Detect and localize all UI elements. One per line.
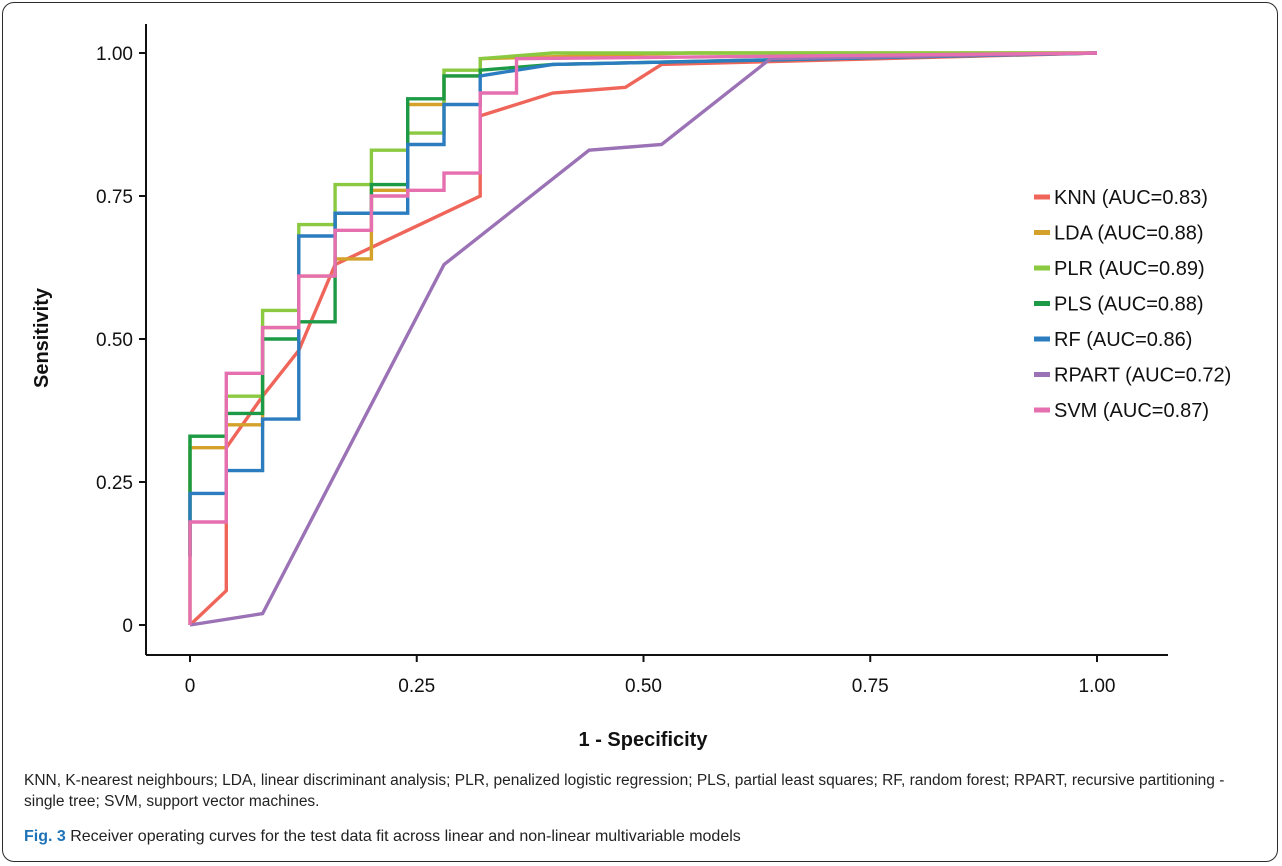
figure-label: Fig. 3 [24, 828, 66, 845]
x-tick-label: 1.00 [1079, 676, 1116, 697]
legend-label-lda: LDA (AUC=0.88) [1054, 223, 1204, 245]
y-tick-label: 0.25 [96, 473, 133, 494]
x-tick-label: 0.50 [625, 676, 662, 697]
chart-legend: KNN (AUC=0.83) LDA (AUC=0.88) PLR (AUC=0.8… [1034, 187, 1231, 422]
legend-label-rf: RF (AUC=0.86) [1054, 329, 1192, 351]
x-tick-label: 0 [185, 676, 196, 697]
legend-label-pls: PLS (AUC=0.88) [1054, 294, 1204, 316]
series-line-plr [188, 51, 1097, 557]
chart-series [188, 51, 1098, 627]
figure-caption: Fig. 3 Receiver operating curves for the… [24, 828, 1264, 846]
chart-axes: 0 0.25 0.50 0.75 1.00 0 0.25 0.50 0.75 1.00 [96, 24, 1168, 697]
x-axis-label: 1 - Specificity [579, 729, 709, 751]
x-tick-label: 0.25 [398, 676, 435, 697]
legend-label-svm: SVM (AUC=0.87) [1054, 400, 1209, 422]
series-line-lda [188, 51, 1097, 625]
y-tick-label: 0 [122, 616, 133, 637]
series-line-rpart [189, 51, 1098, 627]
series-line-rf [188, 51, 1098, 557]
y-tick-label: 0.50 [96, 330, 133, 351]
legend-label-knn: KNN (AUC=0.83) [1054, 187, 1208, 209]
series-line-pls [188, 51, 1098, 557]
figure-footnote: KNN, K-nearest neighbours; LDA, linear d… [24, 772, 1225, 810]
caption-text: Receiver operating curves for the test d… [65, 828, 741, 845]
y-tick-label: 1.00 [96, 44, 133, 65]
y-tick-label: 0.75 [96, 187, 133, 208]
series-line-knn [188, 51, 1098, 627]
legend-label-plr: PLR (AUC=0.89) [1054, 258, 1205, 280]
x-tick-label: 0.75 [852, 676, 889, 697]
y-axis-label: Sensitivity [31, 287, 53, 388]
legend-label-rpart: RPART (AUC=0.72) [1054, 365, 1231, 387]
series-line-svm [188, 51, 1098, 625]
roc-chart: 0 0.25 0.50 0.75 1.00 0 0.25 0.50 0.75 1.00 KNN (… [31, 24, 1231, 751]
